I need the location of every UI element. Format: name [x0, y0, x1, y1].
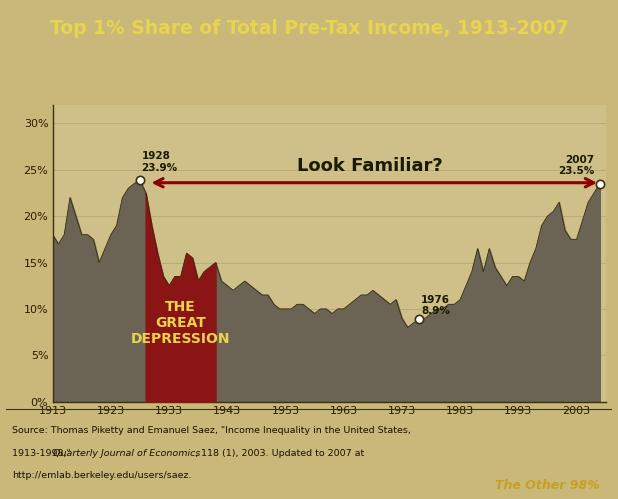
Text: 1976
8.9%: 1976 8.9%: [421, 295, 450, 316]
Text: Source: Thomas Piketty and Emanuel Saez, "Income Inequality in the United States: Source: Thomas Piketty and Emanuel Saez,…: [12, 426, 411, 435]
Text: Quarterly Journal of Economics: Quarterly Journal of Economics: [53, 449, 201, 458]
Text: 1928
23.9%: 1928 23.9%: [142, 151, 178, 173]
Text: 2007
23.5%: 2007 23.5%: [558, 155, 594, 176]
Text: http://emlab.berkeley.edu/users/saez.: http://emlab.berkeley.edu/users/saez.: [12, 471, 192, 481]
Text: , 118 (1), 2003. Updated to 2007 at: , 118 (1), 2003. Updated to 2007 at: [195, 449, 365, 458]
Text: 1913-1998,": 1913-1998,": [12, 449, 74, 458]
Text: Top 1% Share of Total Pre-Tax Income, 1913-2007: Top 1% Share of Total Pre-Tax Income, 19…: [49, 19, 569, 38]
Text: The Other 98%: The Other 98%: [495, 479, 599, 492]
Text: Look Familiar?: Look Familiar?: [297, 157, 442, 175]
Text: THE
GREAT
DEPRESSION: THE GREAT DEPRESSION: [131, 299, 231, 346]
